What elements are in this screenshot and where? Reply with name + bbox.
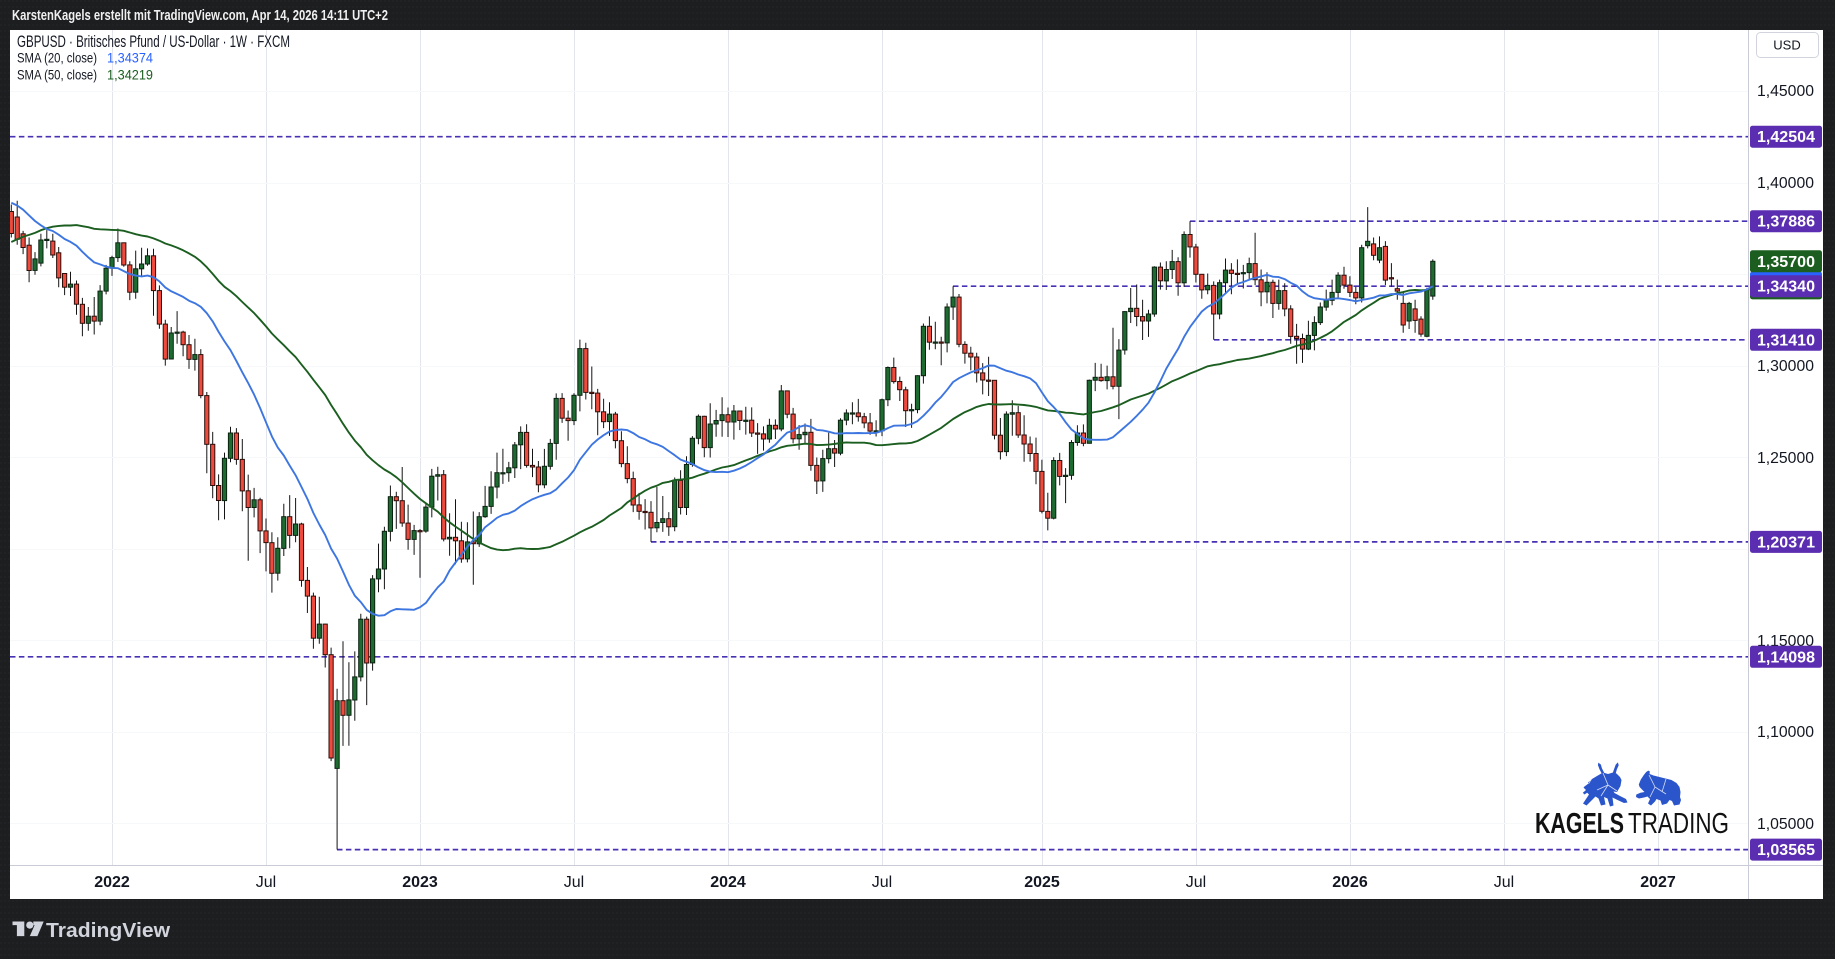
svg-text:2027: 2027 xyxy=(1640,874,1676,891)
svg-text:2023: 2023 xyxy=(402,874,438,891)
svg-text:1,15000: 1,15000 xyxy=(1757,633,1814,650)
svg-text:Jul: Jul xyxy=(564,874,584,891)
svg-text:SMA (20, close): SMA (20, close) xyxy=(17,50,97,66)
svg-text:1,31410: 1,31410 xyxy=(1757,332,1815,349)
svg-text:GBPUSD · Britisches Pfund / US: GBPUSD · Britisches Pfund / US-Dollar · … xyxy=(17,33,290,51)
svg-text:1,35700: 1,35700 xyxy=(1757,254,1815,271)
svg-text:Jul: Jul xyxy=(872,874,892,891)
svg-text:1,30000: 1,30000 xyxy=(1757,358,1814,375)
svg-text:2025: 2025 xyxy=(1024,874,1060,891)
svg-text:KAGELS: KAGELS xyxy=(1535,808,1624,840)
svg-text:1,34374: 1,34374 xyxy=(107,50,153,66)
svg-text:1,34340: 1,34340 xyxy=(1757,279,1815,296)
svg-text:2024: 2024 xyxy=(710,874,746,891)
svg-text:TRADING: TRADING xyxy=(1628,808,1729,840)
svg-text:1,25000: 1,25000 xyxy=(1757,450,1814,467)
svg-text:1,40000: 1,40000 xyxy=(1757,175,1814,192)
svg-text:1,37886: 1,37886 xyxy=(1757,214,1815,231)
svg-text:1,05000: 1,05000 xyxy=(1757,816,1814,833)
svg-text:1,45000: 1,45000 xyxy=(1757,83,1814,100)
svg-text:1,42504: 1,42504 xyxy=(1757,129,1815,146)
svg-text:KarstenKagels erstellt mit Tra: KarstenKagels erstellt mit TradingView.c… xyxy=(12,8,388,24)
svg-text:2022: 2022 xyxy=(94,874,130,891)
svg-text:1,20371: 1,20371 xyxy=(1757,534,1815,551)
svg-text:1,03565: 1,03565 xyxy=(1757,842,1815,859)
svg-text:1,14098: 1,14098 xyxy=(1757,649,1815,666)
svg-text:USD: USD xyxy=(1773,38,1800,53)
svg-text:2026: 2026 xyxy=(1332,874,1368,891)
svg-text:Jul: Jul xyxy=(256,874,276,891)
svg-text:Jul: Jul xyxy=(1186,874,1206,891)
svg-text:SMA (50, close): SMA (50, close) xyxy=(17,67,97,83)
svg-text:1,10000: 1,10000 xyxy=(1757,724,1814,741)
svg-text:1,34219: 1,34219 xyxy=(107,67,153,83)
svg-text:Jul: Jul xyxy=(1494,874,1514,891)
svg-text:TradingView: TradingView xyxy=(46,920,170,942)
